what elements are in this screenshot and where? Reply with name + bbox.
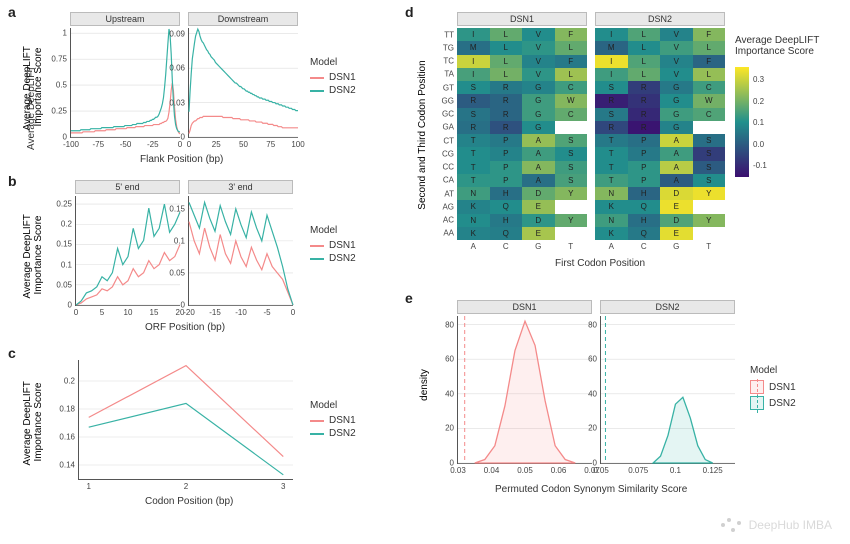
watermark: DeepHub IMBA: [721, 516, 832, 534]
legend-title-b: Model: [310, 225, 356, 236]
legend-title: Model: [310, 57, 356, 68]
legend-label-dsn2-e: DSN2: [769, 398, 796, 409]
panel-b-plot-3p: -20-15-10-5000.050.10.15: [188, 196, 293, 306]
panel-b-label: b: [8, 173, 17, 189]
panel-b: Average DeepLIFT Importance Score 5' end…: [20, 180, 390, 340]
legend-chip-dsn1-c: [310, 420, 324, 422]
legend-title-e: Model: [750, 365, 796, 376]
panel-d-label: d: [405, 4, 414, 20]
legend-chip-dsn1: [310, 77, 324, 79]
panel-d: Second and Third Codon Position DSN1 ILV…: [415, 12, 845, 282]
panel-d-xlabel: First Codon Position: [555, 258, 645, 269]
colorbar-title: Average DeepLIFT Importance Score: [735, 35, 835, 57]
panel-b-ylabel-svg: Average DeepLIFT Importance Score: [22, 212, 44, 299]
panel-e: density DSN1 0.030.040.050.060.070204060…: [415, 300, 845, 515]
panel-b-legend: Model DSN1 DSN2: [310, 225, 356, 266]
legend-label-dsn2-b: DSN2: [329, 253, 356, 264]
panel-c-ylabel-svg: Average DeepLIFT Importance Score: [22, 379, 44, 466]
panel-e-strip-dsn1: DSN1: [457, 300, 592, 314]
legend-box-dsn2: [750, 396, 764, 410]
legend-label-dsn1-b: DSN1: [329, 240, 356, 251]
panel-e-plot-dsn2: 0.050.0750.10.125020406080: [600, 316, 735, 464]
panel-d-heatmap-dsn2: ILVFMLVLILVFILVLSRGCRRGWSRGCRRGTPASTPAST…: [595, 28, 725, 240]
legend-chip-dsn1-b: [310, 245, 324, 247]
panel-a-legend: Model DSN1 DSN2: [310, 57, 356, 98]
panel-d-heatmap-dsn1: ILVFMLVLILVFILVLSRGCRRGWSRGCRRGTPASTPAST…: [457, 28, 587, 240]
panel-c-legend: Model DSN1 DSN2: [310, 400, 356, 441]
panel-c-label: c: [8, 345, 16, 361]
legend-label-dsn1-e: DSN1: [769, 382, 796, 393]
panel-e-legend: Model DSN1 DSN2: [750, 365, 796, 412]
legend-chip-dsn2-b: [310, 258, 324, 260]
panel-e-plot-dsn1: 0.030.040.050.060.07020406080: [457, 316, 592, 464]
panel-e-strip-dsn2: DSN2: [600, 300, 735, 314]
legend-label-dsn1-c: DSN1: [329, 415, 356, 426]
panel-d-strip-dsn1: DSN1: [457, 12, 587, 26]
panel-d-strip-dsn2: DSN2: [595, 12, 725, 26]
panel-c: Average DeepLIFT Importance Score 1230.1…: [20, 352, 390, 517]
panel-a-strip-downstream: Downstream: [188, 12, 298, 26]
legend-chip-dsn2-c: [310, 433, 324, 435]
panel-a-plot-downstream: 025507510000.030.060.09: [188, 28, 298, 138]
legend-label-dsn2-c: DSN2: [329, 428, 356, 439]
legend-title-c: Model: [310, 400, 356, 411]
panel-a-xlabel: Flank Position (bp): [140, 154, 223, 165]
watermark-icon: [721, 516, 743, 534]
panel-e-xlabel: Permuted Codon Synonym Similarity Score: [495, 484, 687, 495]
legend-label-dsn2: DSN2: [329, 85, 356, 96]
legend-chip-dsn2: [310, 90, 324, 92]
watermark-text: DeepHub IMBA: [749, 518, 832, 532]
panel-c-xlabel: Codon Position (bp): [145, 496, 233, 507]
panel-b-xlabel: ORF Position (bp): [145, 322, 225, 333]
panel-e-label: e: [405, 290, 413, 306]
panel-a: Average DeepLIFT Average DeepLIFT Import…: [20, 12, 390, 172]
legend-label-dsn1: DSN1: [329, 72, 356, 83]
panel-d-colorbar: Average DeepLIFT Importance Score -0.10.…: [735, 67, 749, 177]
panel-b-strip-3p: 3' end: [188, 180, 293, 194]
panel-d-ylabel: Second and Third Codon Position: [417, 60, 428, 209]
panel-a-plot-upstream: -100-75-50-25000.250.50.751: [70, 28, 180, 138]
panel-c-plot: 1230.140.160.180.2: [78, 360, 293, 480]
panel-e-ylabel: density: [419, 369, 430, 401]
panel-a-label: a: [8, 4, 16, 20]
legend-box-dsn1: [750, 380, 764, 394]
panel-b-strip-5p: 5' end: [75, 180, 180, 194]
panel-a-strip-upstream: Upstream: [70, 12, 180, 26]
